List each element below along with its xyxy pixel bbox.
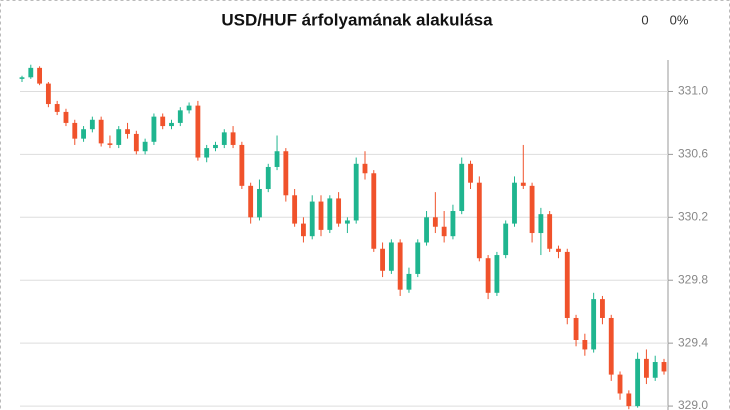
candle-body: [371, 173, 377, 249]
candle-body: [494, 255, 500, 293]
candle-body: [380, 248, 385, 271]
candle-body: [432, 217, 438, 227]
y-tick-label: 329.8: [678, 272, 708, 286]
candle-body: [600, 299, 605, 318]
candle-body: [221, 132, 227, 145]
candle-body: [309, 201, 315, 237]
candle-body: [344, 220, 350, 224]
candle-body: [37, 67, 43, 84]
candle-body: [608, 317, 614, 375]
candle-body: [626, 393, 632, 407]
candle-body: [643, 358, 649, 378]
candle-body: [635, 358, 641, 407]
candle-body: [54, 104, 60, 112]
candle-body: [529, 185, 535, 234]
candle-body: [160, 116, 166, 127]
candle-body: [63, 111, 69, 123]
candle-body: [397, 242, 403, 290]
candle-body: [239, 144, 245, 186]
candle-body: [177, 110, 183, 123]
candle-body: [538, 214, 544, 234]
candle-body: [186, 105, 192, 111]
candle-body: [45, 83, 51, 105]
candle-body: [133, 133, 139, 152]
y-tick-label: 329.0: [678, 398, 708, 410]
candle-body: [257, 188, 262, 218]
candle-body: [327, 198, 333, 230]
candle-body: [283, 151, 289, 196]
y-tick-label: 330.6: [678, 147, 708, 161]
candle-body: [476, 182, 482, 259]
candle-body: [89, 119, 95, 130]
candle-body: [512, 182, 517, 224]
change-percent: 0%: [670, 12, 689, 27]
candle-body: [617, 374, 623, 394]
candle-body: [19, 77, 25, 79]
candle-body: [151, 116, 157, 142]
candle-body: [388, 242, 394, 271]
candle-body: [582, 340, 588, 350]
candle-body: [72, 122, 78, 139]
candle-body: [362, 163, 368, 174]
candle-body: [301, 223, 306, 237]
candle-body: [195, 105, 201, 158]
candle-body: [230, 132, 236, 145]
candle-body: [107, 143, 113, 145]
y-tick-label: 329.4: [678, 335, 708, 349]
candle-body: [406, 273, 412, 290]
candle-body: [81, 129, 86, 139]
candle-body: [169, 122, 174, 127]
candle-body: [459, 163, 465, 212]
change: 0: [641, 12, 648, 27]
candle-body: [424, 217, 429, 243]
candle-body: [336, 198, 342, 224]
candle-body: [468, 163, 473, 183]
candle-body: [564, 251, 570, 318]
candle-body: [485, 258, 491, 293]
candle-body: [248, 185, 254, 218]
candle-body: [353, 163, 359, 221]
candle-body: [450, 211, 456, 237]
candle-body: [28, 67, 34, 78]
candle-body: [415, 242, 421, 274]
candle-body: [652, 362, 658, 378]
candle-body: [213, 144, 218, 149]
candle-body: [265, 166, 271, 189]
candle-body: [292, 195, 298, 224]
candle-body: [441, 226, 447, 237]
candle-body: [503, 223, 509, 256]
candle-body: [661, 362, 667, 372]
candle-body: [204, 148, 210, 158]
candle-body: [116, 129, 122, 145]
y-tick-label: 330.2: [678, 209, 708, 223]
candle-body: [142, 141, 148, 152]
candle-body: [318, 201, 324, 230]
candle-body: [573, 317, 579, 340]
chart-title: USD/HUF árfolyamának alakulása: [221, 10, 493, 29]
candle-body: [274, 151, 280, 167]
candle-body: [520, 182, 526, 186]
y-tick-label: 331.0: [678, 84, 708, 98]
candle-body: [556, 248, 561, 252]
candle-body: [591, 299, 597, 350]
candle-body: [98, 119, 104, 144]
candle-body: [547, 214, 553, 249]
candle-body: [125, 129, 130, 134]
